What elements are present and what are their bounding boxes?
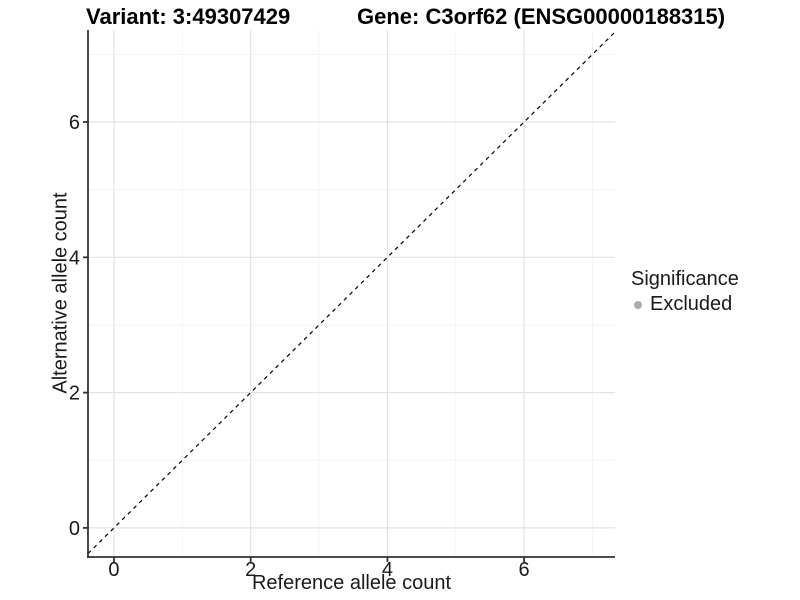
svg-text:4: 4 [69, 247, 80, 269]
y-axis-label: Alternative allele count [49, 192, 72, 394]
legend-point-icon [634, 300, 642, 309]
legend-title: Significance [631, 268, 739, 290]
svg-text:2: 2 [245, 559, 256, 581]
svg-text:6: 6 [69, 112, 80, 134]
legend: Significance Excluded [631, 267, 739, 317]
svg-text:0: 0 [69, 518, 80, 540]
variant-title: Variant: 3:49307429 [86, 4, 291, 29]
legend-item-excluded: Excluded [631, 292, 739, 317]
gene-title: Gene: C3orf62 (ENSG00000188315) [357, 4, 726, 29]
svg-text:2: 2 [69, 383, 80, 405]
legend-item-label: Excluded [650, 293, 733, 315]
svg-text:4: 4 [382, 559, 393, 581]
svg-text:6: 6 [519, 559, 530, 581]
svg-text:0: 0 [108, 559, 119, 581]
x-axis-label: Reference allele count [251, 572, 451, 594]
